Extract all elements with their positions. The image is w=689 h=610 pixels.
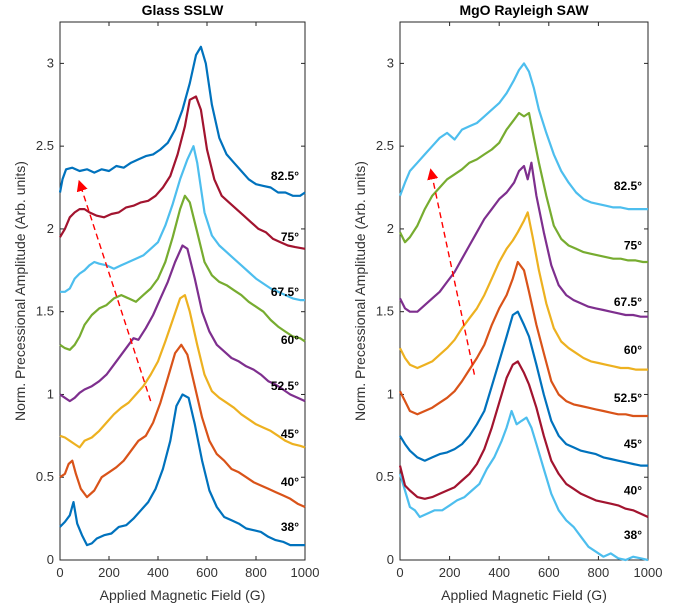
series-line <box>399 161 648 318</box>
series-label: 45° <box>624 437 642 451</box>
series-label: 38° <box>281 520 299 534</box>
x-tick-label: 400 <box>147 565 169 580</box>
series-line <box>59 95 306 250</box>
series-label: 52.5° <box>271 379 299 393</box>
series-label: 82.5° <box>614 179 642 193</box>
y-tick-label: 2.5 <box>36 138 54 153</box>
x-tick-label: 200 <box>98 565 120 580</box>
series-line <box>399 310 648 467</box>
trend-arrow <box>427 168 476 375</box>
y-tick-label: 0.5 <box>376 469 394 484</box>
series-line <box>399 260 648 418</box>
series-line <box>58 45 306 197</box>
x-tick-label: 800 <box>245 565 267 580</box>
series-label: 45° <box>281 427 299 441</box>
y-tick-label: 1.5 <box>36 304 54 319</box>
series-line <box>398 409 649 562</box>
y-axis-label: Norm. Precessional Amplitude (Arb. units… <box>352 161 368 421</box>
x-tick-label: 800 <box>588 565 610 580</box>
y-tick-label: 2 <box>47 221 54 236</box>
y-tick-label: 2.5 <box>376 138 394 153</box>
series-label: 67.5° <box>271 285 299 299</box>
series-label: 38° <box>624 528 642 542</box>
x-tick-label: 600 <box>196 565 218 580</box>
y-tick-label: 3 <box>47 55 54 70</box>
series-line <box>399 111 648 264</box>
y-tick-label: 0.5 <box>36 469 54 484</box>
y-tick-label: 2 <box>387 221 394 236</box>
series-label: 60° <box>281 333 299 347</box>
x-tick-label: 400 <box>488 565 510 580</box>
x-axis-label: Applied Magnetic Field (G) <box>441 587 607 603</box>
x-tick-label: 1000 <box>291 565 320 580</box>
series-line <box>59 294 306 449</box>
series-line <box>399 211 648 371</box>
series-line <box>398 62 648 211</box>
x-axis-label: Applied Magnetic Field (G) <box>100 587 266 603</box>
y-tick-label: 0 <box>47 552 54 567</box>
axes-frame <box>59 21 306 561</box>
series-line <box>59 393 305 547</box>
x-tick-label: 0 <box>396 565 403 580</box>
trend-arrow <box>76 179 152 402</box>
series-line <box>59 194 306 351</box>
y-tick-label: 1.5 <box>376 304 394 319</box>
x-tick-label: 600 <box>538 565 560 580</box>
chart-glass-sslw: Glass SSLW 0 200 400 600 800 1000 0 0.5 1 1.5 2 2.5 3… <box>12 2 319 603</box>
chart-title: MgO Rayleigh SAW <box>459 2 589 18</box>
y-tick-label: 1 <box>47 386 54 401</box>
series-label: 60° <box>624 343 642 357</box>
series-line <box>59 343 306 509</box>
series-line <box>59 244 306 403</box>
series-label: 67.5° <box>614 295 642 309</box>
series-label: 75° <box>624 238 642 252</box>
chart-mgo-rayleigh-saw: MgO Rayleigh SAW 0 200 400 600 800 1000 0 0.5 1 1.… <box>352 2 662 603</box>
series-label: 52.5° <box>614 391 642 405</box>
series-line <box>60 145 305 302</box>
series-label: 75° <box>281 230 299 244</box>
y-tick-label: 3 <box>387 55 394 70</box>
chart-title: Glass SSLW <box>142 2 224 18</box>
y-axis-label: Norm. Precessional Amplitude (Arb. units… <box>12 161 28 421</box>
series-label: 82.5° <box>271 169 299 183</box>
series-label: 40° <box>624 483 642 497</box>
x-tick-label: 0 <box>56 565 63 580</box>
x-tick-label: 1000 <box>634 565 663 580</box>
series-line <box>398 360 649 518</box>
axes-frame <box>399 21 649 561</box>
y-tick-label: 1 <box>387 386 394 401</box>
series-label: 40° <box>281 475 299 489</box>
y-tick-label: 0 <box>387 552 394 567</box>
x-tick-label: 200 <box>439 565 461 580</box>
